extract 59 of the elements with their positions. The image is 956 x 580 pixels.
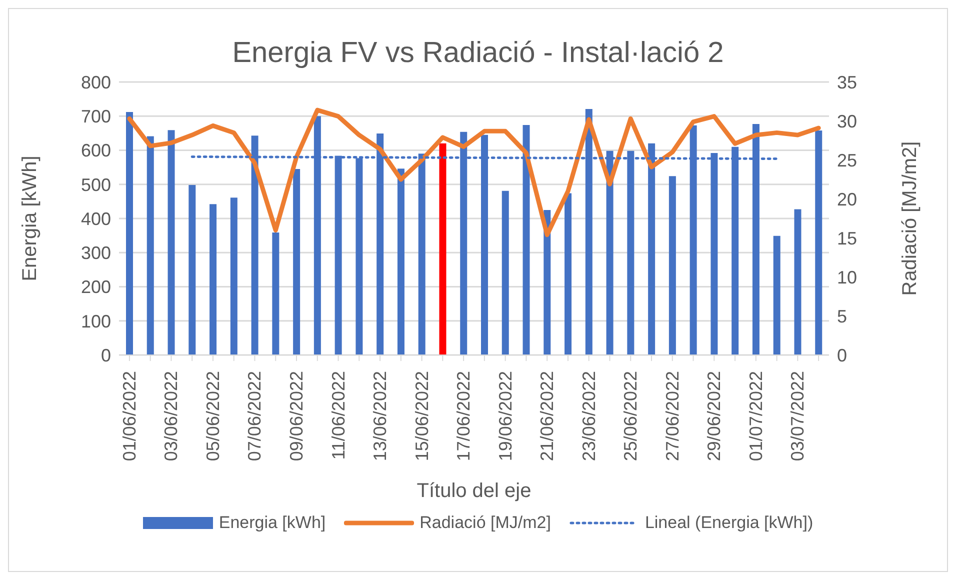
bar	[668, 176, 676, 355]
x-tick-label: 03/07/2022	[788, 371, 808, 462]
x-tick-label: 01/07/2022	[746, 371, 766, 462]
x-tick-label: 27/06/2022	[662, 371, 682, 462]
x-tick-label: 05/06/2022	[202, 371, 223, 462]
x-tick-label: 15/06/2022	[412, 371, 432, 462]
bar	[188, 185, 196, 355]
x-tick-label: 13/06/2022	[370, 371, 390, 462]
x-tick-label: 03/06/2022	[161, 371, 182, 462]
bar	[439, 143, 446, 355]
x-tick-label: 19/06/2022	[495, 371, 516, 462]
x-tick-label: 01/06/2022	[119, 371, 140, 462]
y-tick-label: 100	[80, 311, 111, 332]
y-tick-label: 200	[80, 277, 111, 298]
legend-label: Energia [kWh]	[218, 513, 326, 533]
chart-title: Energia FV vs Radiació - Instal·lació 2	[231, 36, 725, 70]
bar	[146, 136, 154, 355]
x-tick-label: 09/06/2022	[286, 371, 306, 462]
bar	[544, 210, 551, 355]
y-tick-label: 700	[80, 106, 111, 127]
y2-axis-title: Radiació [MJ/m2]	[899, 141, 922, 296]
y-tick-label: 0	[100, 345, 111, 366]
y-tick-label: 400	[80, 208, 111, 229]
y-tick-label: 300	[80, 243, 111, 264]
y2-tick-label: 30	[837, 111, 858, 132]
bar	[773, 236, 780, 355]
bar	[168, 130, 175, 355]
bar	[794, 209, 802, 355]
y2-tick-label: 20	[837, 189, 858, 210]
x-tick-label: 07/06/2022	[244, 371, 265, 462]
y2-tick-label: 0	[837, 345, 848, 366]
y2-tick-label: 10	[837, 267, 858, 288]
bar	[564, 193, 572, 355]
legend-label: Lineal (Energia [kWh])	[644, 513, 814, 533]
bar	[397, 168, 404, 355]
y-tick-label: 500	[80, 174, 111, 195]
y2-tick-label: 5	[837, 306, 848, 326]
bar	[272, 232, 280, 355]
line-series	[127, 108, 821, 238]
y-tick-label: 600	[80, 140, 111, 161]
legend-label: Radiació [MJ/m2]	[420, 513, 551, 533]
y-axis-title: Energia [kWh]	[19, 156, 42, 282]
bar	[210, 204, 217, 355]
bar	[230, 198, 238, 355]
x-tick-label: 17/06/2022	[454, 371, 474, 462]
bar	[502, 190, 509, 355]
x-axis-title: Título del eje	[416, 480, 532, 502]
bar	[293, 169, 300, 355]
x-tick-label: 23/06/2022	[578, 371, 599, 462]
x-tick-label: 29/06/2022	[704, 371, 724, 462]
x-tick-label: 21/06/2022	[537, 371, 558, 462]
x-tick-label: 25/06/2022	[620, 371, 641, 462]
x-tick-label: 11/06/2022	[328, 371, 348, 460]
bar	[815, 130, 822, 355]
y-tick-label: 800	[80, 72, 111, 92]
y2-tick-label: 35	[837, 72, 858, 92]
y2-tick-label: 15	[837, 228, 858, 248]
y2-tick-label: 25	[837, 150, 858, 170]
bar	[126, 112, 133, 355]
